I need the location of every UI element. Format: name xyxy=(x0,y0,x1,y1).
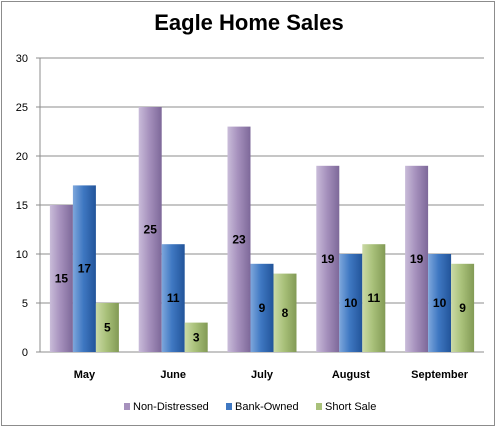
y-tick-label: 15 xyxy=(16,200,28,212)
bar xyxy=(273,273,297,352)
data-label: 19 xyxy=(321,252,335,266)
data-label: 11 xyxy=(167,291,180,305)
bar xyxy=(138,107,162,352)
y-tick-label: 30 xyxy=(16,53,28,65)
bar xyxy=(161,244,185,352)
legend-entry: Non-Distressed xyxy=(133,401,209,413)
data-label: 15 xyxy=(55,272,69,286)
data-label: 9 xyxy=(259,301,266,315)
x-category-label: July xyxy=(251,369,274,381)
bar xyxy=(362,244,386,352)
legend-swatch xyxy=(226,403,232,410)
bar xyxy=(316,165,340,352)
x-category-label: September xyxy=(411,369,469,381)
data-label: 19 xyxy=(410,252,424,266)
legend-entry: Bank-Owned xyxy=(235,401,299,413)
bar xyxy=(250,263,274,352)
data-label: 23 xyxy=(232,232,246,246)
bar xyxy=(72,185,96,352)
data-label: 11 xyxy=(367,291,380,305)
data-label: 5 xyxy=(104,321,111,335)
legend-swatch xyxy=(124,403,130,410)
data-label: 10 xyxy=(433,296,447,310)
legend-swatch xyxy=(316,403,322,410)
x-category-label: May xyxy=(74,369,96,381)
bar xyxy=(451,263,475,352)
y-tick-label: 10 xyxy=(16,249,28,261)
data-label: 17 xyxy=(78,262,92,276)
y-tick-label: 20 xyxy=(16,151,28,163)
bar xyxy=(428,254,452,352)
x-category-label: August xyxy=(332,369,370,381)
data-label: 8 xyxy=(282,306,289,320)
legend-entry: Short Sale xyxy=(325,401,376,413)
bar xyxy=(227,126,251,352)
data-label: 9 xyxy=(459,301,466,315)
bar xyxy=(405,165,429,352)
chart-title: Eagle Home Sales xyxy=(154,10,344,35)
y-tick-label: 0 xyxy=(22,347,28,359)
data-label: 10 xyxy=(344,296,358,310)
bar xyxy=(49,205,73,352)
y-tick-label: 5 xyxy=(22,298,28,310)
x-category-label: June xyxy=(160,369,186,381)
bar xyxy=(339,254,363,352)
data-label: 25 xyxy=(144,223,158,237)
data-label: 3 xyxy=(193,330,200,344)
bar xyxy=(184,322,208,352)
y-tick-label: 25 xyxy=(16,102,28,114)
bar xyxy=(95,303,119,352)
